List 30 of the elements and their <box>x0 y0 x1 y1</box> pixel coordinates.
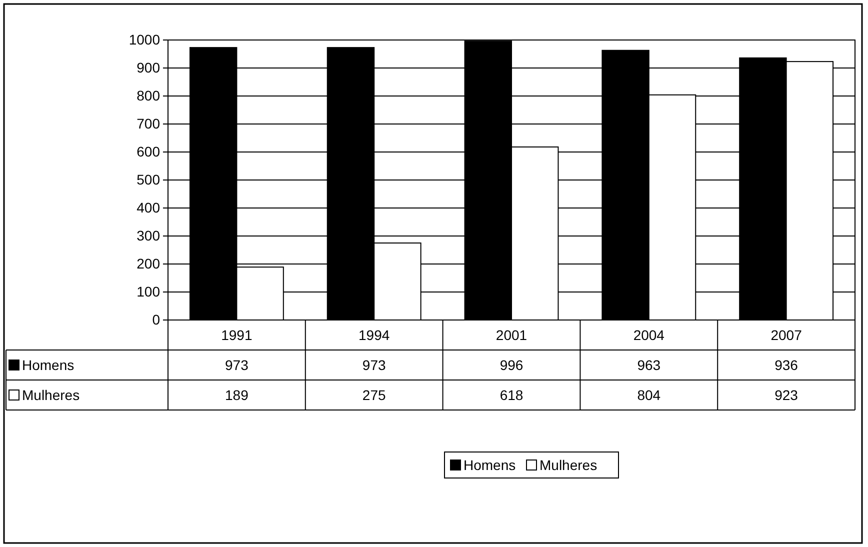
data-label: 973 <box>362 357 386 373</box>
legend-label: Mulheres <box>540 457 598 473</box>
text: Homens <box>464 457 516 473</box>
y-tick-label: 900 <box>136 59 160 76</box>
x-tick-label: 2004 <box>633 327 665 343</box>
data-label: 996 <box>500 357 524 373</box>
y-tick-label: 200 <box>136 255 160 272</box>
y-tick-label: 100 <box>136 283 160 300</box>
data-label: 963 <box>637 357 661 373</box>
data-label: 804 <box>637 387 661 403</box>
text: Mulheres <box>22 387 80 403</box>
x-tick-label: 1994 <box>358 327 390 343</box>
data-label: 973 <box>225 357 249 373</box>
data-label: 275 <box>362 387 386 403</box>
y-tick-label: 600 <box>136 143 160 160</box>
legend-label: Homens <box>22 357 74 373</box>
y-tick-label: 800 <box>136 87 160 104</box>
y-tick-label: 700 <box>136 115 160 132</box>
y-tick-label: 0 <box>152 311 160 328</box>
data-label: 618 <box>500 387 524 403</box>
y-tick-label: 500 <box>136 171 160 188</box>
data-label: 923 <box>774 387 798 403</box>
y-tick-label: 300 <box>136 227 160 244</box>
y-tick-label: 400 <box>136 199 160 216</box>
x-tick-label: 2001 <box>496 327 528 343</box>
y-tick-label: 1000 <box>128 31 160 48</box>
data-label: 936 <box>774 357 798 373</box>
x-tick-label: 1991 <box>221 327 252 343</box>
x-tick-label: 2007 <box>770 327 802 343</box>
data-label: 189 <box>225 387 249 403</box>
